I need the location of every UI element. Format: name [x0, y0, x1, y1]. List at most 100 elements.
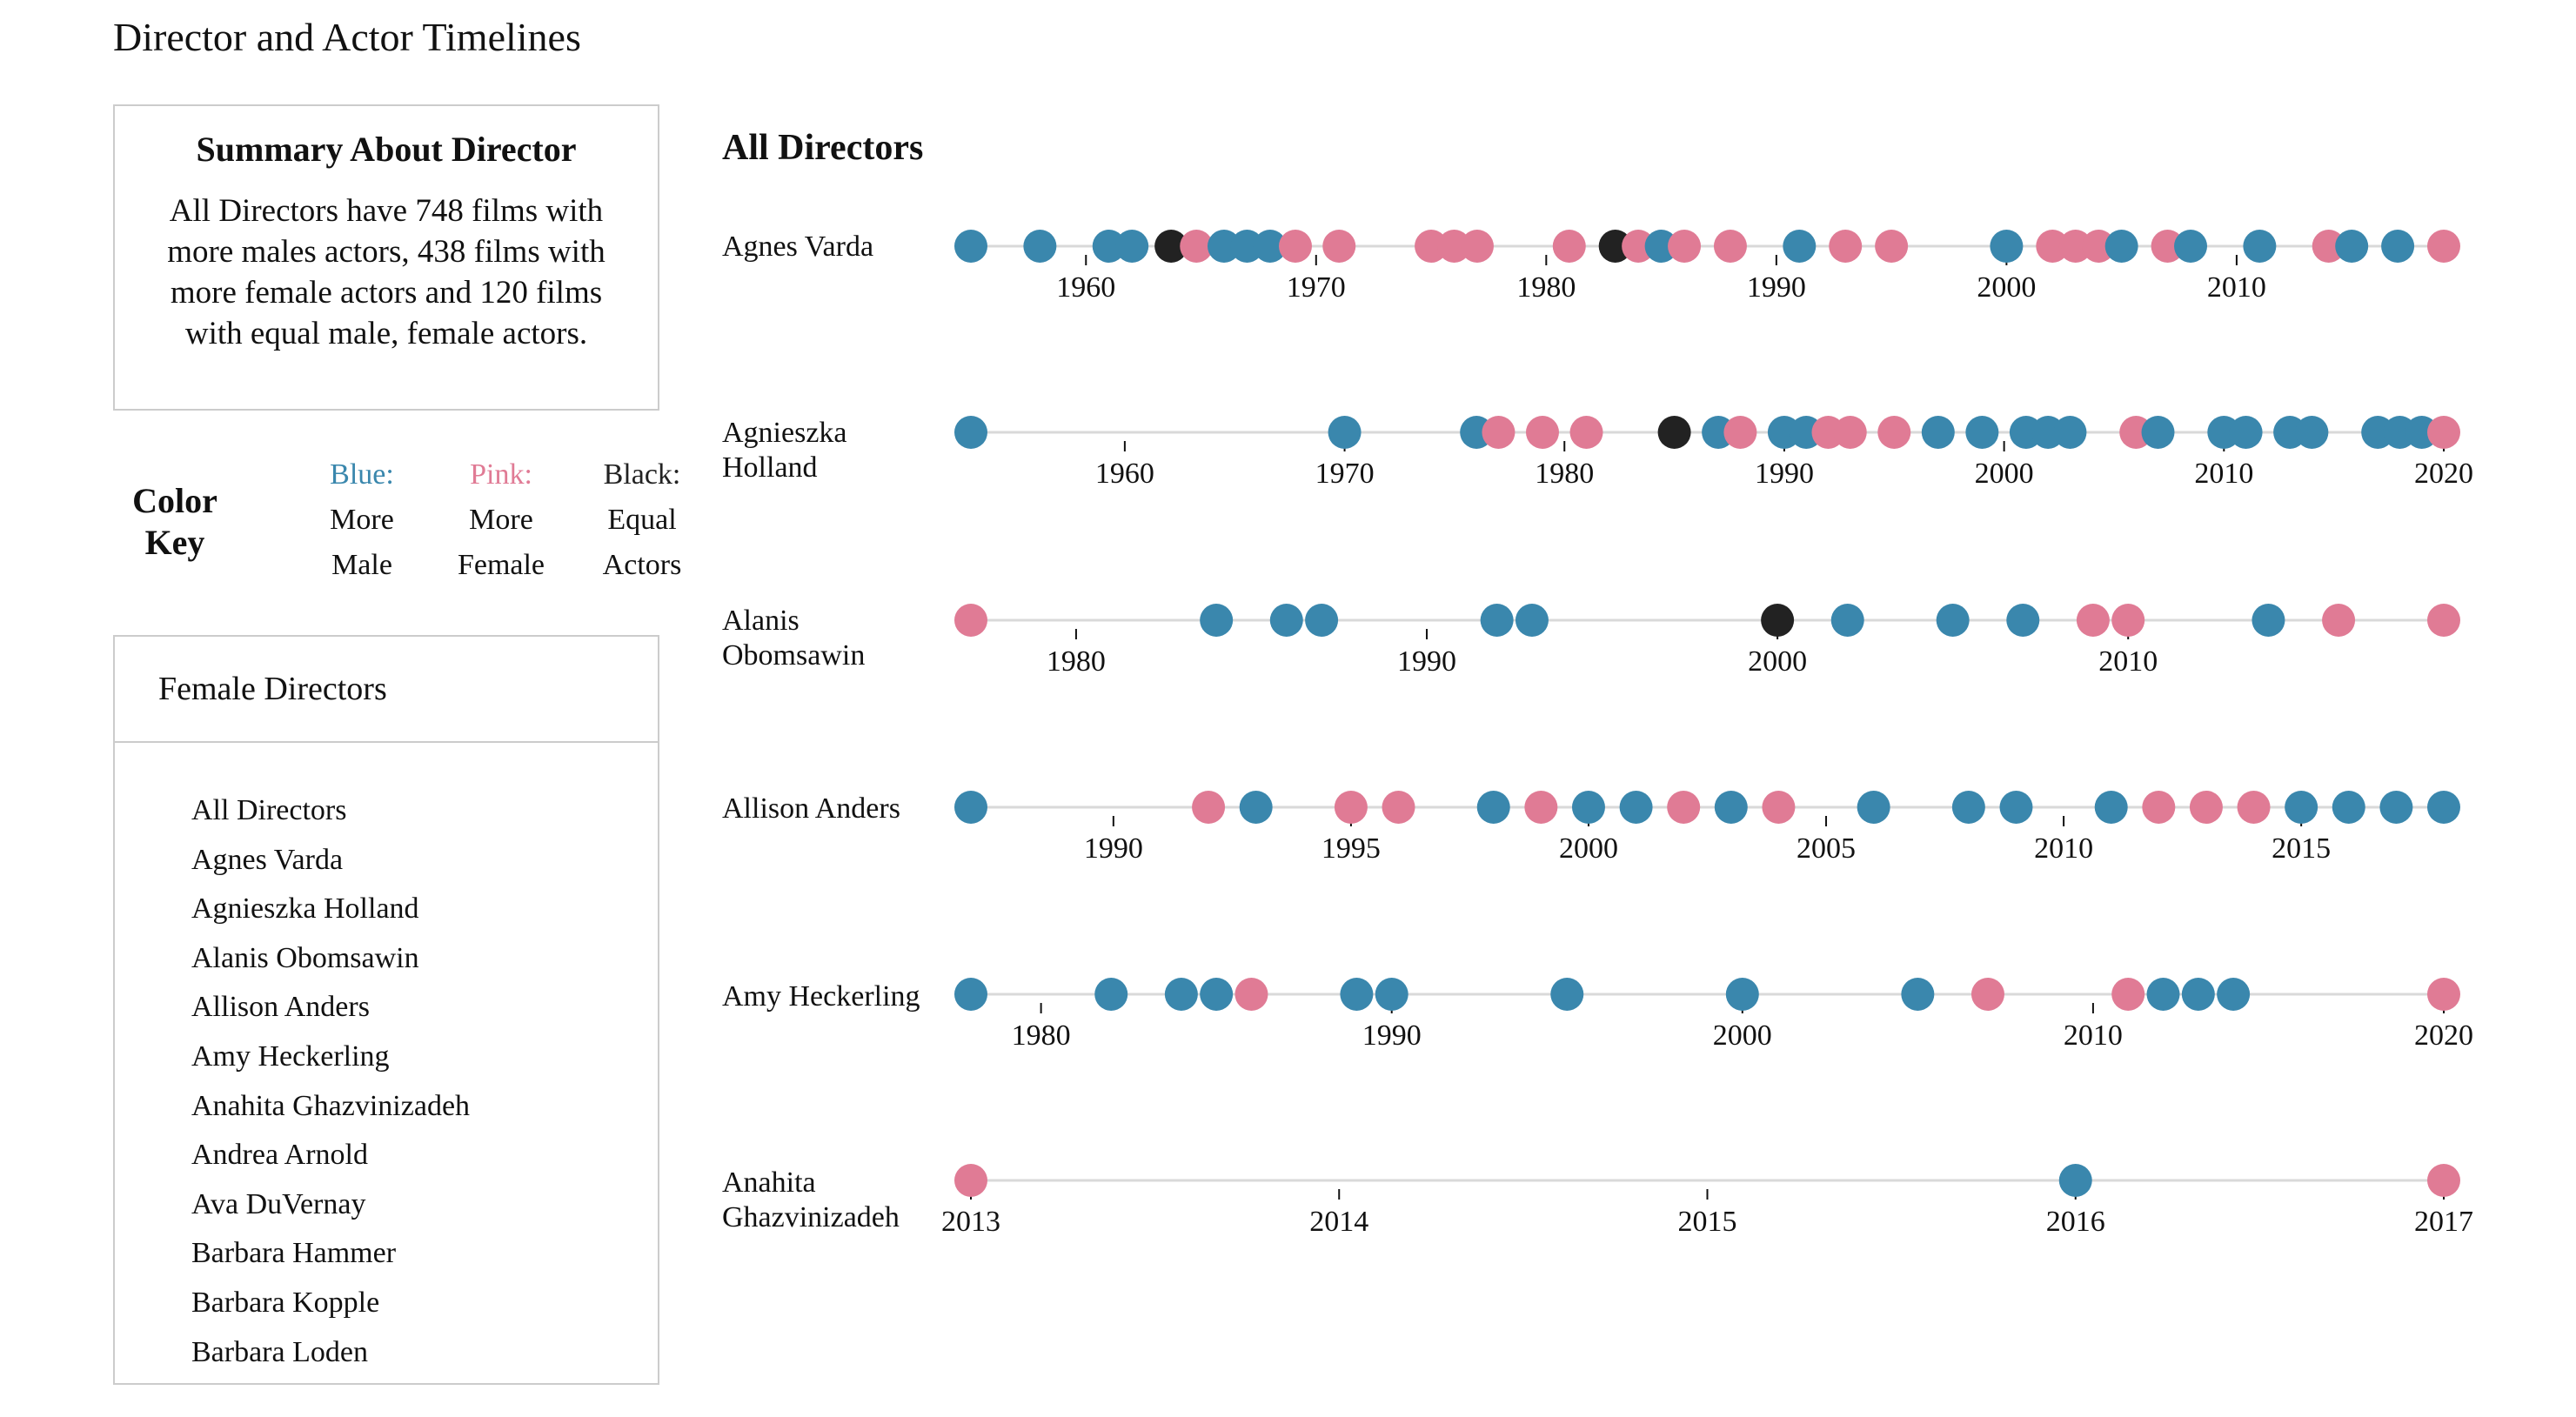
film-dot[interactable]: [1340, 978, 1374, 1011]
film-dot[interactable]: [2053, 416, 2087, 449]
film-dot[interactable]: [954, 791, 987, 824]
film-dot[interactable]: [1714, 791, 1748, 824]
film-dot[interactable]: [2285, 791, 2318, 824]
film-dot[interactable]: [1713, 230, 1747, 263]
film-dot[interactable]: [1999, 791, 2033, 824]
film-dot[interactable]: [2243, 230, 2277, 263]
director-list-item[interactable]: Barbara Loden: [191, 1335, 368, 1368]
film-dot[interactable]: [1569, 416, 1603, 449]
film-dot[interactable]: [2322, 604, 2356, 637]
film-dot[interactable]: [1415, 230, 1449, 263]
director-list-item[interactable]: Barbara Kopple: [191, 1286, 380, 1319]
film-dot[interactable]: [1253, 230, 1287, 263]
film-dot[interactable]: [2036, 230, 2070, 263]
film-dot[interactable]: [1833, 416, 1867, 449]
film-dot[interactable]: [1598, 230, 1632, 263]
director-list-item[interactable]: Allison Anders: [191, 991, 370, 1024]
film-dot[interactable]: [2082, 230, 2116, 263]
film-dot[interactable]: [1619, 791, 1653, 824]
film-dot[interactable]: [1230, 230, 1264, 263]
film-dot[interactable]: [1023, 230, 1057, 263]
film-dot[interactable]: [1951, 791, 1985, 824]
film-dot[interactable]: [1921, 416, 1955, 449]
film-dot[interactable]: [1207, 230, 1241, 263]
film-dot[interactable]: [2229, 416, 2263, 449]
film-dot[interactable]: [1761, 604, 1795, 637]
film-dot[interactable]: [1382, 791, 1415, 824]
film-dot[interactable]: [1829, 230, 1863, 263]
film-dot[interactable]: [954, 416, 987, 449]
film-dot[interactable]: [2181, 978, 2215, 1011]
film-dot[interactable]: [954, 604, 987, 637]
film-dot[interactable]: [2379, 791, 2413, 824]
film-dot[interactable]: [2058, 1164, 2092, 1197]
film-dot[interactable]: [1857, 791, 1890, 824]
director-list-item[interactable]: Amy Heckerling: [191, 1039, 390, 1073]
film-dot[interactable]: [1192, 791, 1226, 824]
film-dot[interactable]: [2251, 604, 2285, 637]
film-dot[interactable]: [1901, 978, 1935, 1011]
film-dot[interactable]: [2146, 978, 2180, 1011]
film-dot[interactable]: [1278, 230, 1312, 263]
film-dot[interactable]: [2427, 604, 2460, 637]
film-dot[interactable]: [1180, 230, 1214, 263]
film-dot[interactable]: [2076, 604, 2110, 637]
film-dot[interactable]: [1200, 978, 1234, 1011]
film-dot[interactable]: [2427, 791, 2460, 824]
film-dot[interactable]: [2151, 230, 2185, 263]
film-dot[interactable]: [2058, 230, 2092, 263]
film-dot[interactable]: [2335, 230, 2369, 263]
film-dot[interactable]: [2104, 230, 2138, 263]
director-list-item[interactable]: Ava DuVernay: [191, 1187, 366, 1220]
film-dot[interactable]: [2427, 230, 2460, 263]
director-list-item[interactable]: Anahita Ghazvinizadeh: [191, 1089, 471, 1122]
film-dot[interactable]: [2312, 230, 2345, 263]
film-dot[interactable]: [1328, 416, 1362, 449]
film-dot[interactable]: [2237, 791, 2271, 824]
director-list-item[interactable]: Agnieszka Holland: [191, 892, 419, 926]
film-dot[interactable]: [1762, 791, 1796, 824]
film-dot[interactable]: [1164, 978, 1198, 1011]
film-dot[interactable]: [1322, 230, 1356, 263]
film-dot[interactable]: [2427, 1164, 2460, 1197]
film-dot[interactable]: [1657, 416, 1691, 449]
film-dot[interactable]: [954, 978, 987, 1011]
film-dot[interactable]: [1239, 791, 1273, 824]
film-dot[interactable]: [2006, 604, 2040, 637]
film-dot[interactable]: [2332, 791, 2365, 824]
film-dot[interactable]: [1515, 604, 1549, 637]
film-dot[interactable]: [2141, 416, 2175, 449]
film-dot[interactable]: [1115, 230, 1149, 263]
director-list-item[interactable]: All Directors: [191, 794, 347, 826]
film-dot[interactable]: [1723, 416, 1757, 449]
film-dot[interactable]: [1094, 978, 1128, 1011]
film-dot[interactable]: [1644, 230, 1678, 263]
film-dot[interactable]: [1877, 416, 1911, 449]
film-dot[interactable]: [2295, 416, 2329, 449]
director-list-item[interactable]: Barbara Hammer: [191, 1237, 397, 1270]
film-dot[interactable]: [1482, 416, 1515, 449]
film-dot[interactable]: [1334, 791, 1368, 824]
film-dot[interactable]: [2217, 978, 2251, 1011]
film-dot[interactable]: [1234, 978, 1268, 1011]
film-dot[interactable]: [1936, 604, 1970, 637]
film-dot[interactable]: [1830, 604, 1864, 637]
film-dot[interactable]: [1667, 791, 1701, 824]
film-dot[interactable]: [2111, 978, 2145, 1011]
film-dot[interactable]: [1875, 230, 1909, 263]
film-dot[interactable]: [2174, 230, 2208, 263]
film-dot[interactable]: [1668, 230, 1702, 263]
film-dot[interactable]: [1725, 978, 1759, 1011]
film-dot[interactable]: [1154, 230, 1188, 263]
film-dot[interactable]: [1476, 791, 1510, 824]
film-dot[interactable]: [1525, 416, 1559, 449]
film-dot[interactable]: [1437, 230, 1471, 263]
film-dot[interactable]: [1990, 230, 2024, 263]
film-dot[interactable]: [2111, 604, 2145, 637]
film-dot[interactable]: [1269, 604, 1303, 637]
film-dot[interactable]: [1092, 230, 1126, 263]
film-dot[interactable]: [1783, 230, 1817, 263]
film-dot[interactable]: [2381, 230, 2415, 263]
film-dot[interactable]: [1305, 604, 1339, 637]
film-dot[interactable]: [1622, 230, 1656, 263]
